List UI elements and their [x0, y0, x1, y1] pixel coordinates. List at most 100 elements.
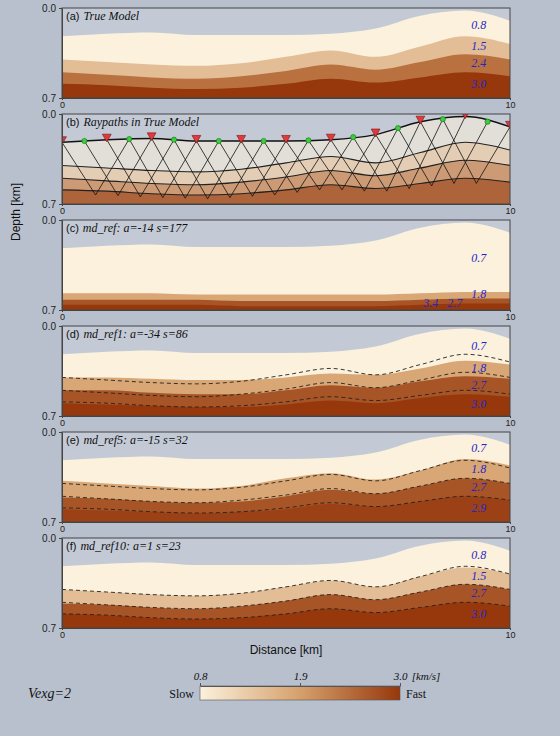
colorbar-low-label: Slow	[169, 687, 194, 701]
velocity-label: 1.8	[471, 462, 486, 476]
tick-mark	[59, 114, 62, 115]
panel-letter: (a)	[66, 10, 79, 22]
plot-area	[62, 541, 510, 628]
plot-area	[62, 223, 510, 310]
layer	[62, 304, 510, 310]
plot-area	[62, 11, 510, 98]
panel-background	[62, 538, 510, 628]
raypath	[129, 139, 196, 198]
panel-background	[62, 326, 510, 416]
tick-mark	[200, 683, 201, 686]
true-interface	[62, 160, 510, 184]
receiver	[306, 138, 311, 143]
velocity-label: 3.4	[422, 296, 438, 310]
layer	[62, 568, 510, 628]
panel-background	[62, 220, 510, 310]
layer	[62, 223, 510, 310]
panel: 0.00.7010(f)md_ref10: a=1 s=230.81.52.73…	[42, 533, 515, 641]
velocity-label: 0.7	[471, 251, 487, 265]
canvas: 0.00.7010(a)True Model0.81.52.43.00.00.7…	[0, 0, 560, 736]
layer	[62, 435, 510, 522]
panel-letter: (e)	[66, 434, 79, 446]
panel-title: md_ref10: a=1 s=23	[80, 539, 180, 553]
layer	[62, 478, 510, 522]
panel-title: True Model	[83, 9, 139, 23]
x-axis: 010	[60, 204, 516, 216]
layer	[62, 160, 510, 204]
layer	[62, 541, 510, 628]
tick-label: 0.7	[42, 517, 56, 528]
velocity-label: 1.5	[471, 569, 486, 583]
tick-mark	[59, 538, 62, 539]
true-interface	[62, 478, 510, 502]
receiver	[351, 135, 356, 140]
layer	[62, 142, 510, 204]
tick-label: 1.9	[294, 670, 308, 682]
layer	[62, 329, 510, 416]
velocity-label: 1.8	[471, 287, 486, 301]
panel-letter: (c)	[66, 222, 79, 234]
source	[416, 116, 425, 124]
true-interface	[62, 460, 510, 490]
layer	[62, 11, 510, 98]
x-axis: 010	[60, 628, 516, 640]
receiver	[261, 138, 266, 143]
panel-title: md_ref5: a=-15 s=32	[83, 433, 187, 447]
true-interface	[62, 372, 510, 396]
layer	[62, 298, 510, 310]
x-axis: 010	[60, 416, 516, 428]
tick-label: 0.0	[42, 109, 56, 120]
panel-background	[62, 114, 510, 204]
tick-mark	[59, 326, 62, 327]
velocity-label: 3.0	[470, 607, 486, 621]
true-interface	[62, 602, 510, 619]
velocity-label: 0.8	[471, 18, 486, 32]
panel-title: Raypaths in True Model	[82, 115, 199, 129]
x-axis-title: Distance [km]	[250, 643, 323, 657]
axis-line	[62, 327, 63, 417]
source	[192, 135, 201, 143]
x-tick: 10	[505, 204, 515, 216]
raypath	[420, 122, 487, 184]
true-interface	[62, 142, 510, 172]
source	[147, 133, 156, 141]
colorbar	[200, 686, 400, 700]
source	[326, 134, 335, 142]
x-tick: 10	[505, 522, 515, 534]
panel-frame	[62, 8, 510, 98]
raypath	[443, 119, 510, 183]
tick-mark	[59, 522, 62, 523]
layer	[62, 496, 510, 522]
panel-title: md_ref1: a=-34 s=86	[83, 327, 187, 341]
axis-line	[63, 310, 511, 311]
tick-mark	[300, 683, 301, 686]
velocity-label: 2.7	[471, 378, 487, 392]
figure: 0.00.7010(a)True Model0.81.52.43.00.00.7…	[0, 0, 560, 736]
axis-line	[62, 115, 63, 205]
x-tick: 10	[505, 310, 515, 322]
tick-mark	[59, 416, 62, 417]
axis-line	[62, 433, 63, 523]
receiver	[171, 137, 176, 142]
panel: 0.00.7010(e)md_ref5: a=-15 s=320.71.82.7…	[42, 427, 515, 535]
y-tick: 0.0	[42, 3, 62, 14]
raypath	[62, 139, 129, 195]
panel-frame	[62, 538, 510, 628]
tick-label: 0	[60, 312, 65, 322]
tick-label: 0	[60, 524, 65, 534]
plot-area	[62, 114, 510, 204]
layer	[62, 602, 510, 628]
plot-area	[62, 329, 510, 416]
layer	[62, 584, 510, 628]
raypath	[241, 140, 308, 195]
true-interface	[62, 178, 510, 195]
tick-label: 10	[505, 206, 515, 216]
y-axis: 0.00.7	[42, 215, 62, 316]
y-tick: 0.0	[42, 321, 62, 332]
velocity-label: 1.8	[471, 361, 486, 375]
axis-line	[63, 204, 511, 205]
panel: 0.00.7010(d)md_ref1: a=-34 s=860.71.82.7…	[42, 321, 515, 429]
x-tick: 10	[505, 98, 515, 110]
velocity-label: 0.7	[471, 441, 487, 455]
true-interface	[62, 496, 510, 513]
